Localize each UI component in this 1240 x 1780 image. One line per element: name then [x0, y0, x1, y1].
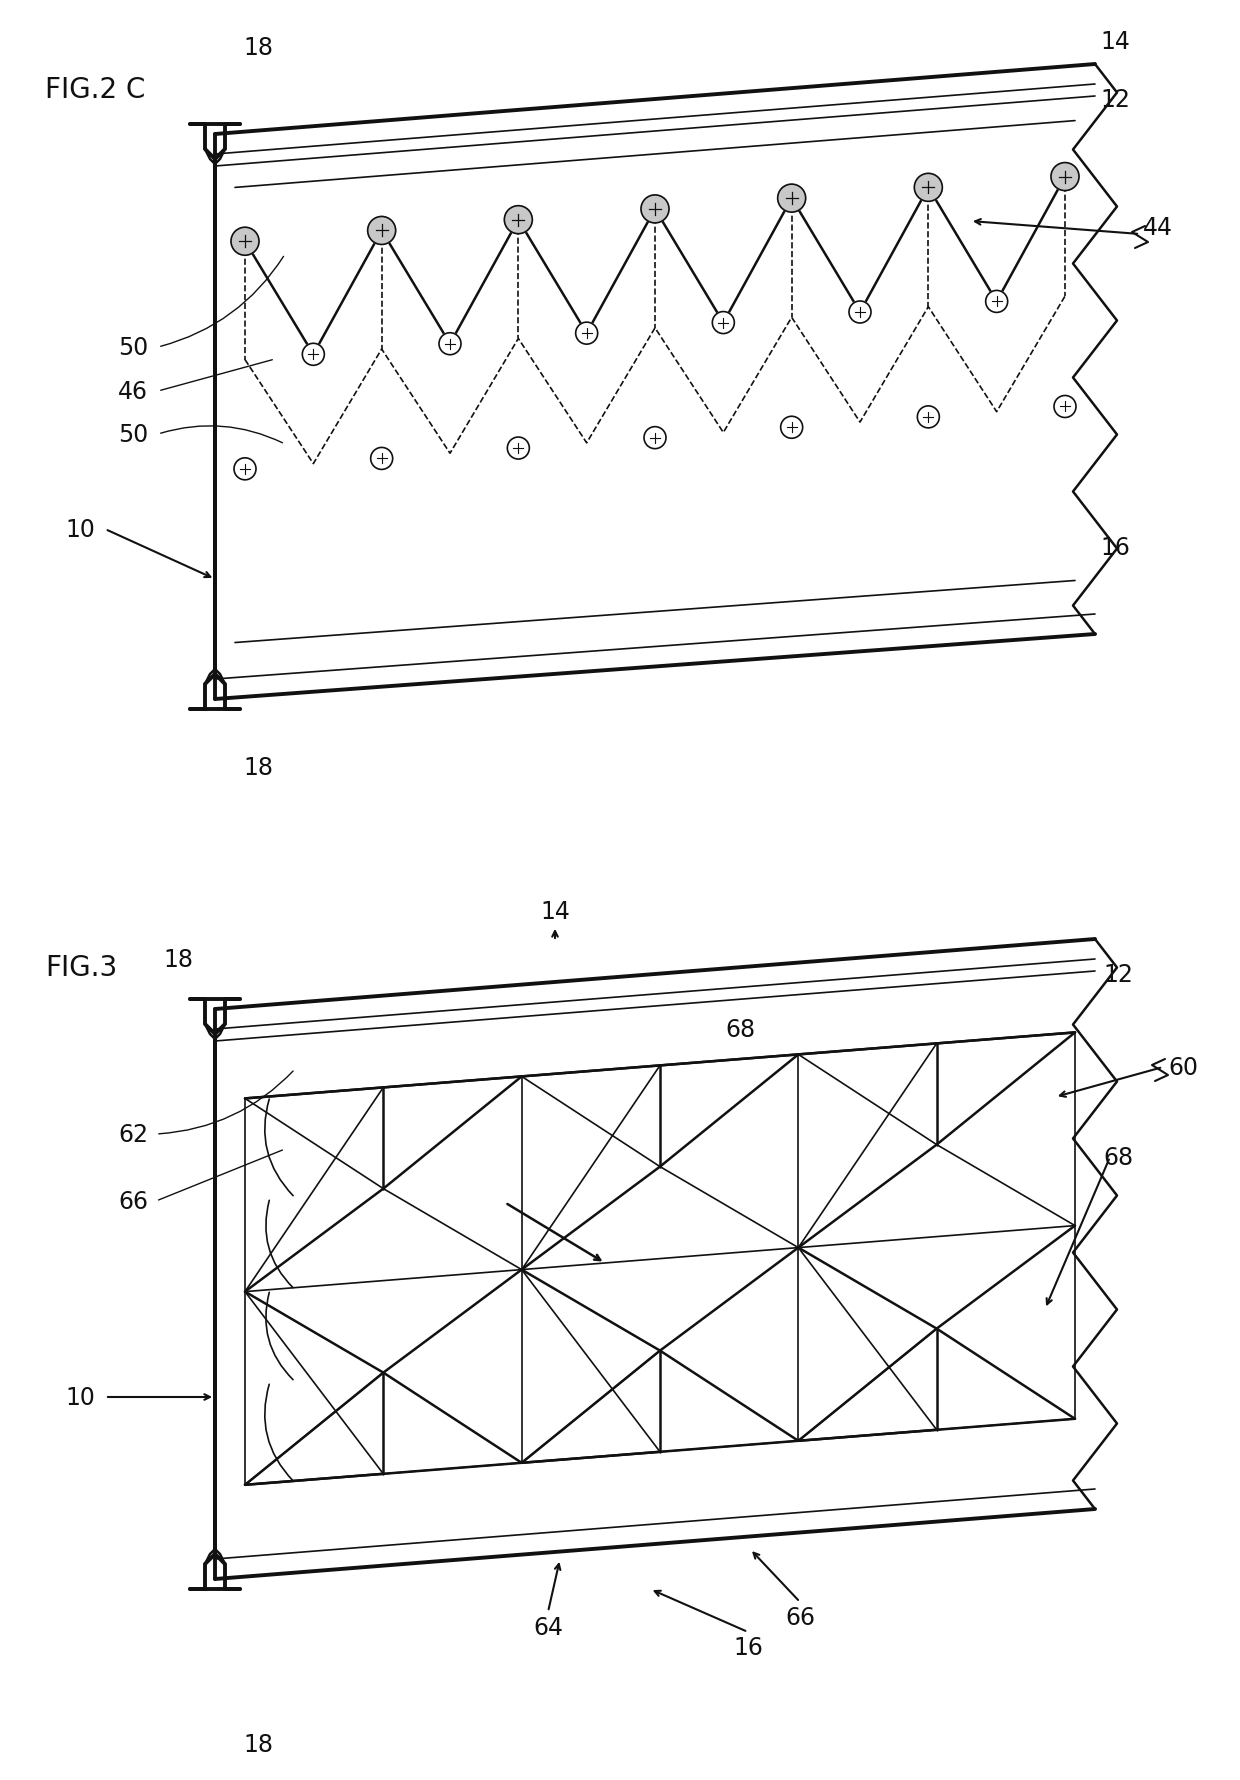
Text: 12: 12: [1104, 963, 1133, 986]
Circle shape: [575, 322, 598, 345]
Text: 10: 10: [66, 1385, 95, 1410]
Circle shape: [234, 459, 255, 481]
Circle shape: [644, 427, 666, 449]
Circle shape: [371, 449, 393, 470]
Circle shape: [439, 333, 461, 356]
Circle shape: [505, 206, 532, 235]
Text: 66: 66: [118, 1189, 148, 1214]
Circle shape: [1054, 397, 1076, 418]
Circle shape: [1052, 164, 1079, 192]
Text: 12: 12: [1100, 87, 1130, 112]
Text: 50: 50: [118, 424, 148, 447]
Circle shape: [918, 406, 940, 429]
Circle shape: [777, 185, 806, 214]
Text: 16: 16: [1100, 536, 1130, 559]
Circle shape: [849, 303, 870, 324]
Text: 68: 68: [725, 1018, 755, 1041]
Text: 62: 62: [118, 1123, 148, 1146]
Circle shape: [986, 292, 1008, 313]
Text: 16: 16: [733, 1636, 763, 1659]
Text: 64: 64: [533, 1614, 563, 1639]
Text: 50: 50: [118, 336, 148, 360]
Text: 60: 60: [1168, 1056, 1198, 1079]
Text: 18: 18: [243, 1732, 273, 1757]
Text: FIG.3: FIG.3: [45, 954, 118, 981]
Circle shape: [231, 228, 259, 256]
Text: FIG.2 C: FIG.2 C: [45, 77, 145, 103]
Text: 14: 14: [1100, 30, 1130, 53]
Text: 46: 46: [118, 379, 148, 404]
Circle shape: [781, 417, 802, 440]
Text: 10: 10: [66, 518, 95, 541]
Text: 44: 44: [1143, 215, 1173, 240]
Circle shape: [507, 438, 529, 459]
Circle shape: [368, 217, 396, 246]
Circle shape: [641, 196, 670, 224]
Text: 18: 18: [243, 755, 273, 780]
Text: 66: 66: [785, 1606, 815, 1629]
Text: 18: 18: [243, 36, 273, 61]
Text: 18: 18: [162, 947, 193, 972]
Text: 68: 68: [1102, 1145, 1133, 1169]
Circle shape: [914, 174, 942, 203]
Circle shape: [712, 312, 734, 335]
Circle shape: [303, 344, 325, 367]
Text: 14: 14: [541, 899, 570, 924]
